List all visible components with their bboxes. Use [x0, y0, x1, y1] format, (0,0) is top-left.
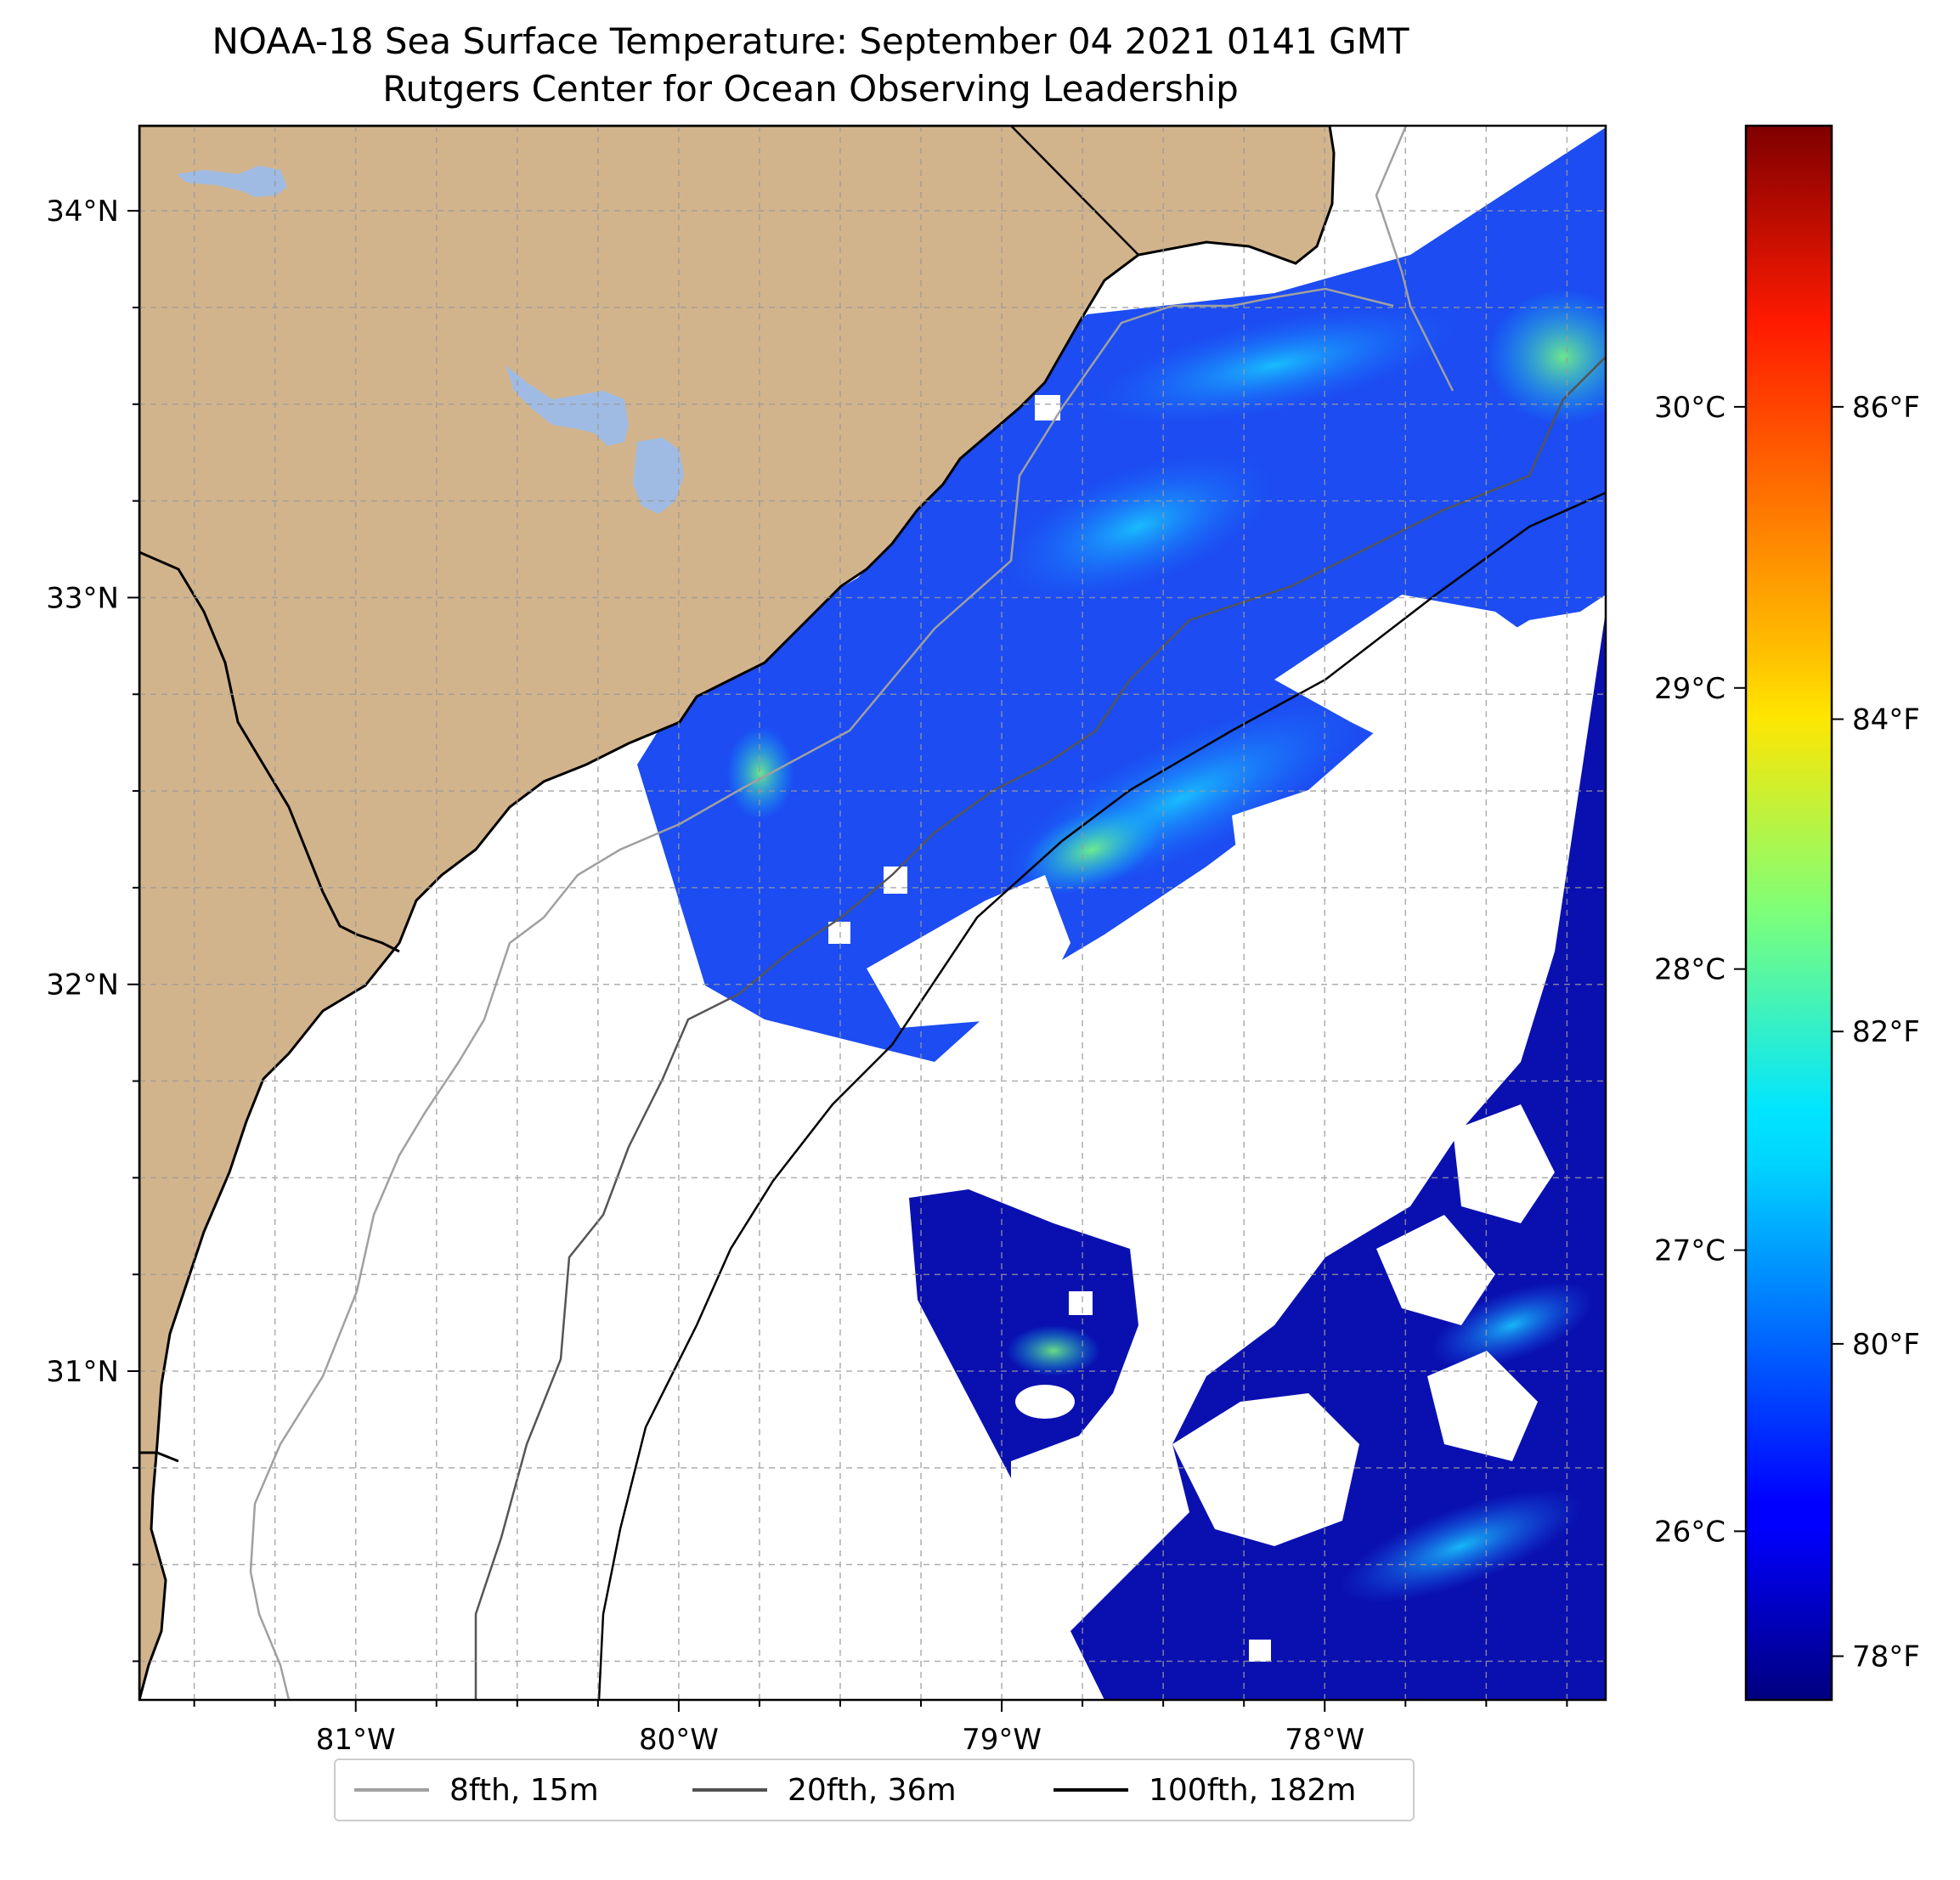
celsius-tick-label: 30°C	[1654, 391, 1726, 425]
fahrenheit-tick-label: 86°F	[1852, 391, 1920, 425]
legend-swatch-100fth	[1053, 1788, 1128, 1792]
celsius-tick-label: 28°C	[1654, 953, 1726, 987]
sst-swath	[637, 127, 1606, 1700]
map-panel	[139, 126, 1606, 1700]
celsius-tick-label: 27°C	[1654, 1234, 1726, 1268]
chart-subtitle: Rutgers Center for Ocean Observing Leade…	[382, 68, 1239, 110]
celsius-tick-label: 26°C	[1654, 1515, 1726, 1549]
y-tick-label: 32°N	[46, 968, 119, 1002]
legend-entry-8fth: 8fth, 15m	[354, 1760, 599, 1820]
state-border-ga-fl	[139, 1451, 179, 1463]
y-tick-label: 33°N	[46, 581, 119, 615]
map-frame	[138, 124, 1607, 1702]
fahrenheit-tick-label: 78°F	[1852, 1640, 1920, 1674]
y-tick-label: 34°N	[46, 195, 119, 229]
y-tick-label: 31°N	[46, 1355, 119, 1389]
legend-entry-100fth: 100fth, 182m	[1053, 1760, 1356, 1820]
fahrenheit-tick-label: 84°F	[1852, 703, 1920, 737]
x-tick-label: 81°W	[316, 1723, 396, 1757]
state-border-sc-ga	[139, 550, 400, 953]
colorbar	[1744, 124, 1833, 1702]
legend-swatch-8fth	[354, 1788, 429, 1792]
legend-label-100fth: 100fth, 182m	[1149, 1772, 1357, 1808]
fahrenheit-tick-label: 82°F	[1852, 1015, 1920, 1049]
colorbar-fahrenheit-axis: 78°F 80°F 82°F 84°F 86°F	[1832, 391, 1920, 1674]
x-tick-label: 78°W	[1285, 1723, 1364, 1757]
celsius-tick-label: 29°C	[1654, 672, 1726, 706]
isobath-20fth	[474, 356, 1606, 1700]
cloud-gaps	[828, 395, 1555, 1662]
state-border-nc-sc	[1010, 126, 1139, 256]
legend-entry-20fth: 20fth, 36m	[692, 1760, 957, 1820]
isobath-8fth	[249, 126, 1454, 1700]
legend-label-20fth: 20fth, 36m	[788, 1772, 957, 1808]
x-tick-label: 80°W	[639, 1723, 719, 1757]
lake-north	[177, 166, 287, 197]
chart-title: NOAA-18 Sea Surface Temperature: Septemb…	[212, 20, 1409, 62]
isobaths	[249, 126, 1606, 1700]
colorbar-celsius-axis: 26°C 27°C 28°C 29°C 30°C	[1654, 391, 1746, 1549]
gridlines	[139, 126, 1606, 1700]
legend-label-8fth: 8fth, 15m	[449, 1772, 599, 1808]
x-tick-label: 79°W	[962, 1723, 1042, 1757]
fahrenheit-tick-label: 80°F	[1852, 1328, 1920, 1362]
x-axis: 81°W 80°W 79°W 78°W	[193, 1700, 1568, 1757]
legend-swatch-20fth	[692, 1788, 767, 1792]
land-area	[139, 126, 1336, 1700]
isobath-legend: 8fth, 15m 20fth, 36m 100fth, 182m	[334, 1759, 1415, 1821]
lake-moultrie	[633, 438, 684, 514]
isobath-100fth	[597, 491, 1606, 1700]
y-axis: 34°N 33°N 32°N 31°N	[46, 195, 139, 1663]
